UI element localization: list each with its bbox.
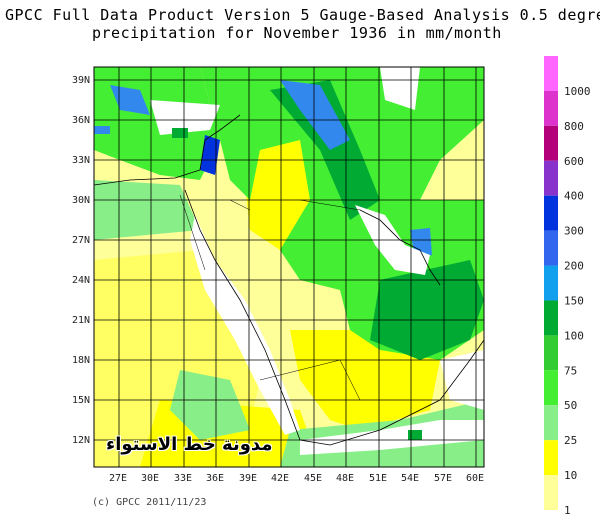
nodata-mediterranean (150, 100, 220, 135)
legend-label: 1 (564, 504, 571, 517)
lat-label: 15N (72, 395, 90, 406)
lightgreen-region-levant (94, 180, 200, 240)
legend-swatch (544, 125, 558, 161)
lon-label: 27E (109, 473, 127, 484)
nodata-red-sea (190, 215, 300, 435)
legend-label: 800 (564, 120, 584, 133)
legend-label: 150 (564, 294, 584, 307)
legend-swatch (544, 90, 558, 126)
lat-lon-grid (94, 67, 484, 467)
lon-label: 54E (401, 473, 419, 484)
legend-swatch (544, 160, 558, 196)
darkblue-region-lebanon (200, 135, 220, 175)
map-area (94, 67, 484, 467)
green-cell-cyprus (172, 128, 188, 138)
legend-label: 100 (564, 329, 584, 342)
lon-label: 42E (271, 473, 289, 484)
nodata-caspian (380, 67, 420, 110)
legend-label: 1000 (564, 85, 591, 98)
legend-swatch (544, 195, 558, 231)
legend-swatch (544, 230, 558, 266)
lat-label: 39N (72, 75, 90, 86)
latitude-labels: 39N 36N 33N 30N 27N 24N 21N 18N 15N 12N (72, 75, 90, 446)
map-title-line1: GPCC Full Data Product Version 5 Gauge-B… (5, 6, 600, 24)
legend-swatch (544, 56, 558, 91)
legend-swatch (544, 475, 558, 510)
map-frame (93, 66, 485, 468)
lat-label: 27N (72, 235, 90, 246)
legend-swatch (544, 440, 558, 476)
green-cell-socotra (408, 430, 422, 440)
legend-label: 400 (564, 190, 584, 203)
lat-label: 36N (72, 115, 90, 126)
blue-region-north (280, 80, 350, 150)
lat-label: 18N (72, 355, 90, 366)
legend-label: 600 (564, 155, 584, 168)
legend-swatch (544, 335, 558, 371)
longitude-labels: 27E 30E 33E 36E 39E 42E 45E 48E 51E 54E 57E 60E (109, 473, 484, 484)
lat-label: 12N (72, 435, 90, 446)
legend-swatch (544, 300, 558, 336)
lat-label: 33N (72, 155, 90, 166)
legend-label: 50 (564, 399, 577, 412)
lon-label: 45E (304, 473, 322, 484)
watermark-text: مدونة خط الاستواء (106, 434, 273, 455)
lat-label: 21N (72, 315, 90, 326)
lon-label: 30E (141, 473, 159, 484)
coastline (94, 114, 484, 446)
legend-label: 200 (564, 260, 584, 273)
darkgreen-region-oman (370, 260, 484, 360)
legend-label: 10 (564, 469, 577, 482)
legend-swatch (544, 405, 558, 441)
legend-swatch (544, 265, 558, 301)
legend-label: 75 (564, 364, 577, 377)
map-title-line2: precipitation for November 1936 in mm/mo… (92, 24, 502, 42)
lon-label: 33E (174, 473, 192, 484)
lon-label: 60E (466, 473, 484, 484)
color-legend: 1000 800 600 400 300 200 150 100 75 50 25 10 1 (544, 56, 591, 517)
lon-label: 51E (369, 473, 387, 484)
blue-region-nw (110, 85, 150, 115)
lon-label: 36E (206, 473, 224, 484)
yellow-region-yemen (290, 330, 440, 430)
lon-label: 48E (336, 473, 354, 484)
lon-label: 57E (434, 473, 452, 484)
legend-label: 300 (564, 225, 584, 238)
lat-label: 24N (72, 275, 90, 286)
legend-label: 25 (564, 434, 577, 447)
copyright-text: (c) GPCC 2011/11/23 (92, 497, 207, 508)
blue-cell-west (94, 126, 110, 134)
lightgreen-region-asir (170, 370, 250, 440)
legend-swatch (544, 370, 558, 406)
lat-label: 30N (72, 195, 90, 206)
darkgreen-region-zagros (270, 80, 380, 220)
nodata-arabian-sea (440, 350, 484, 410)
lon-label: 39E (239, 473, 257, 484)
